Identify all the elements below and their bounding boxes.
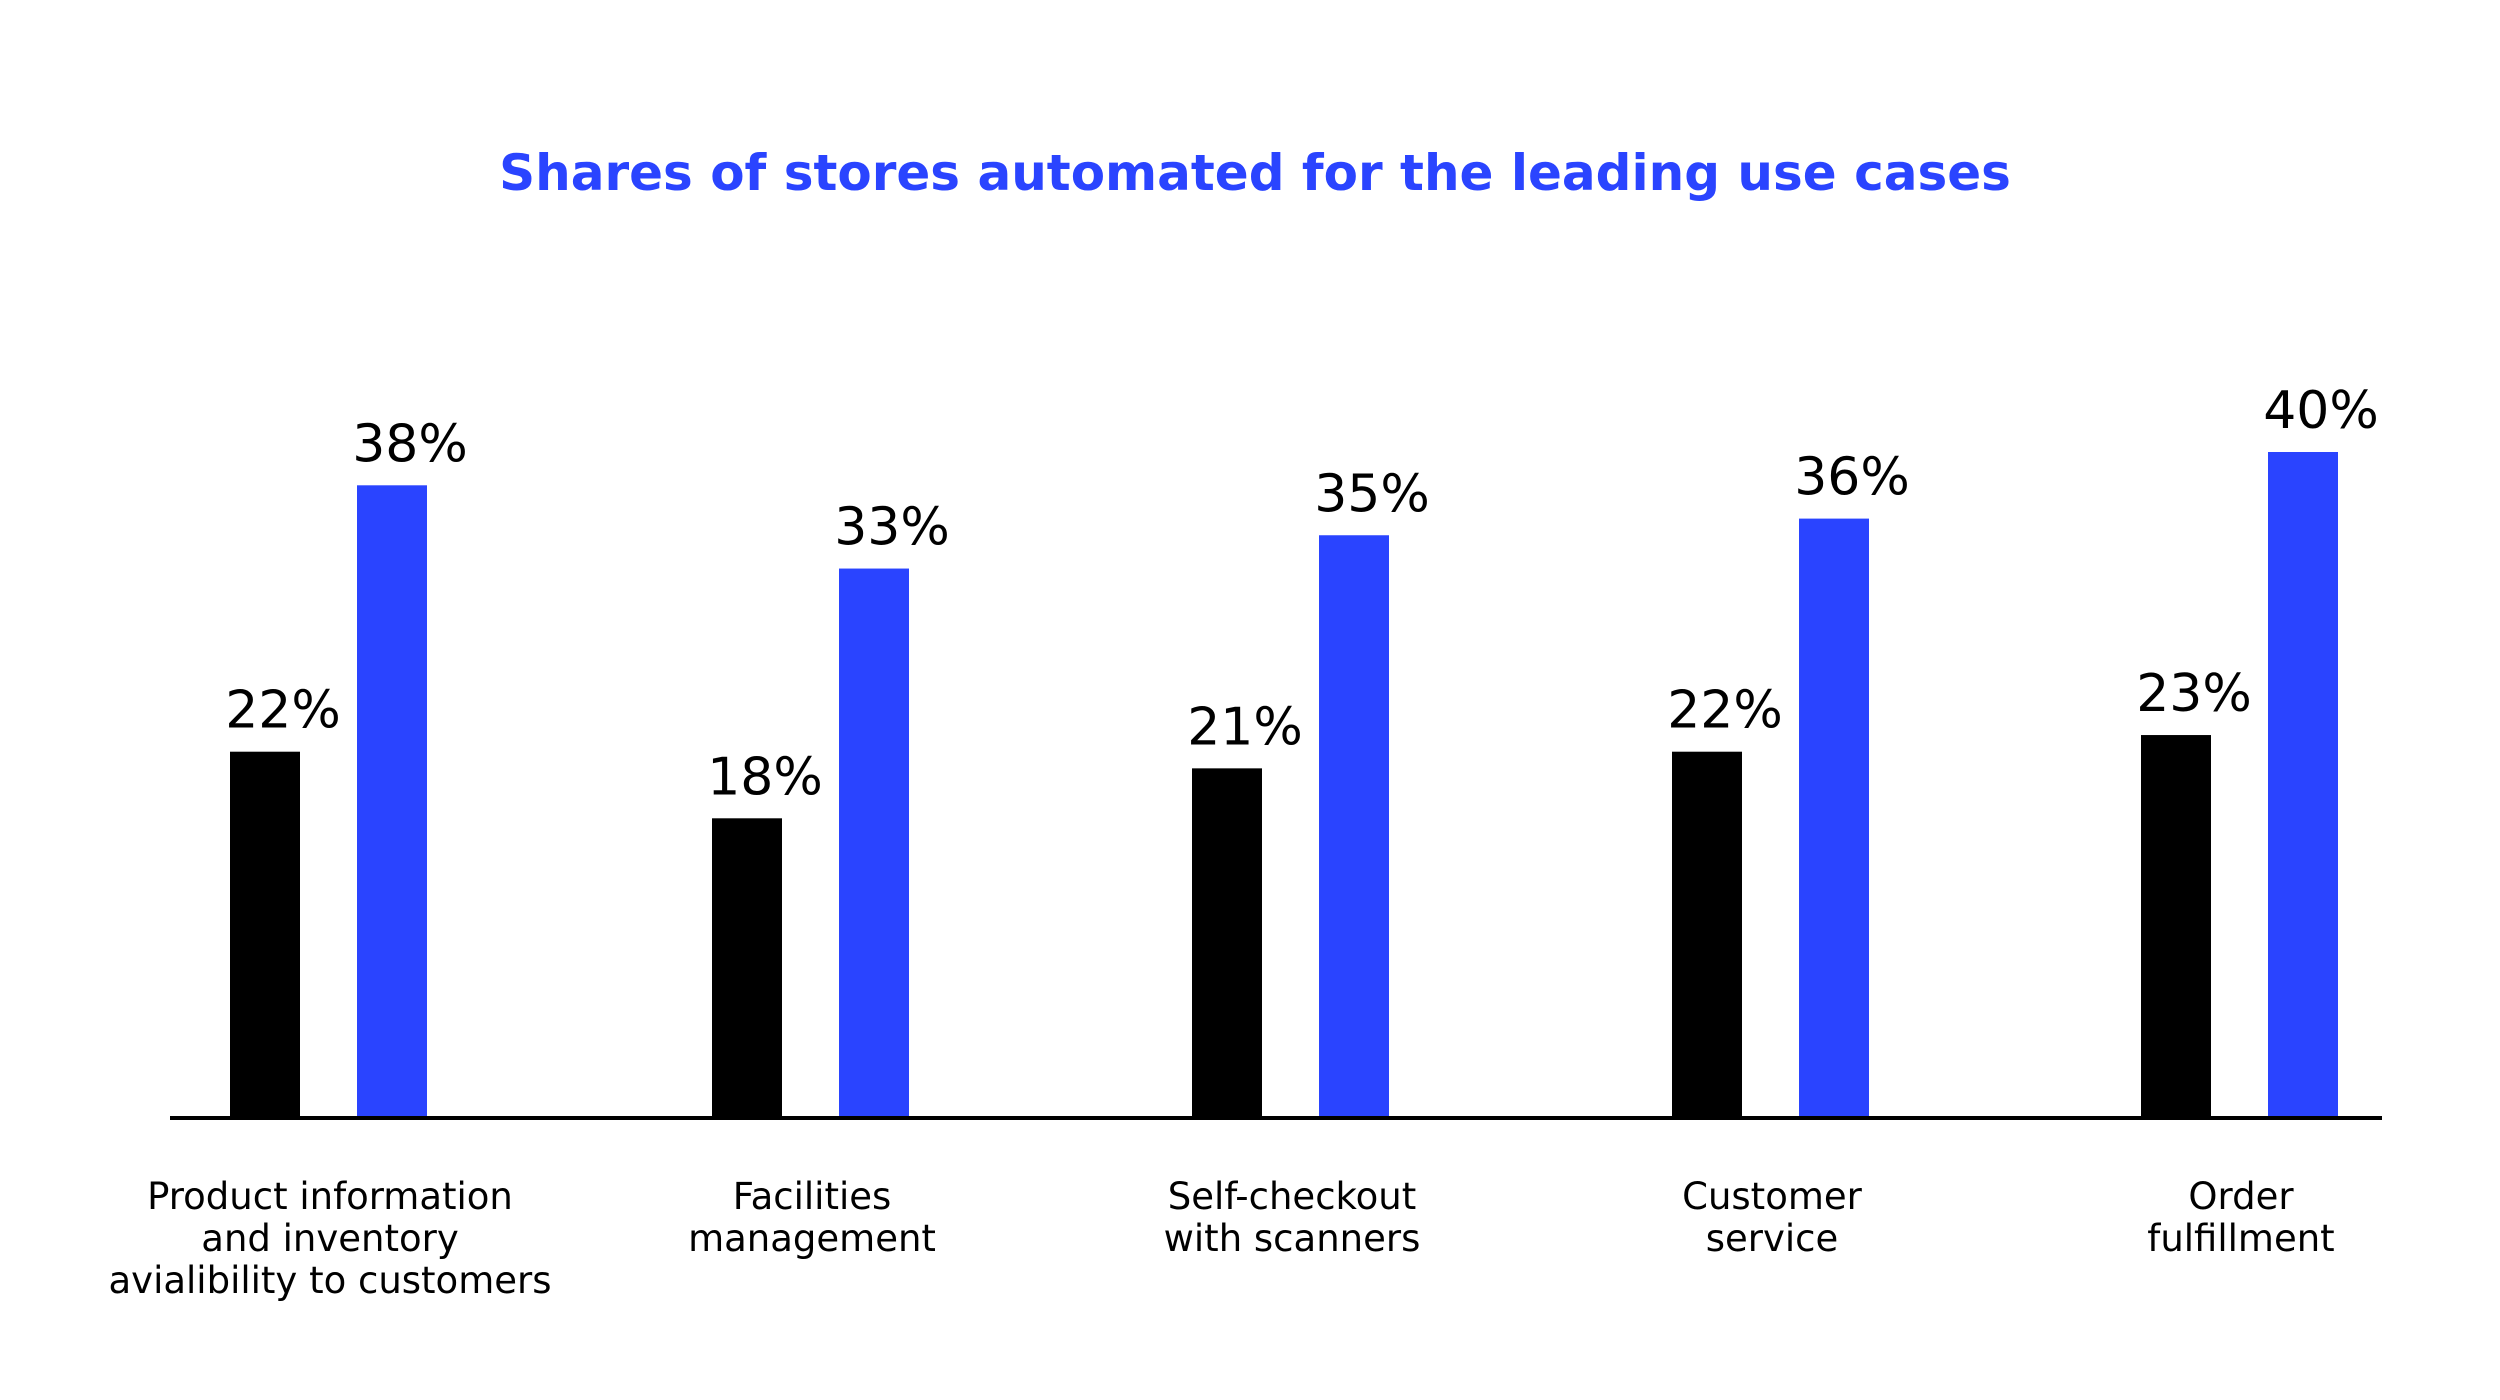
bars-layer [230,452,2338,1118]
value-label-series2-cat3: 35% [1314,464,1430,524]
category-label-1-line-1: Product information [147,1175,513,1218]
category-labels-layer: Product information and inventory avialibi… [109,1175,2335,1302]
category-label-4-line-2: service [1706,1217,1839,1260]
bar-series1-cat3 [1192,768,1262,1118]
category-label-2-line-2: management [688,1217,936,1260]
value-label-series1-cat3: 21% [1187,697,1303,757]
category-label-4: Customer service [1682,1175,1863,1260]
category-label-3-line-1: Self-checkout [1168,1175,1417,1218]
category-label-3-line-2: with scanners [1164,1217,1421,1260]
bar-series2-cat1 [357,485,427,1118]
category-label-4-line-1: Customer [1682,1175,1863,1218]
category-label-2-line-1: Facilities [733,1175,892,1218]
category-label-1-line-2: and inventory [201,1217,458,1260]
category-label-2: Facilities management [688,1175,936,1260]
value-label-series1-cat5: 23% [2136,664,2252,724]
value-label-series1-cat4: 22% [1667,681,1783,741]
bar-series2-cat5 [2268,452,2338,1118]
bar-series1-cat1 [230,751,300,1118]
bar-series1-cat4 [1672,751,1742,1118]
value-label-series2-cat2: 33% [834,498,950,558]
category-label-1-line-3: avialibility to customers [109,1259,552,1302]
chart-title: Shares of stores automated for the leadi… [499,144,2011,202]
bar-series1-cat5 [2141,735,2211,1118]
category-label-5-line-1: Order [2188,1175,2294,1218]
bar-series2-cat2 [839,568,909,1118]
bar-series1-cat2 [712,818,782,1118]
value-label-series2-cat4: 36% [1794,448,1910,508]
bar-series2-cat4 [1799,518,1869,1118]
category-label-1: Product information and inventory avialibi… [109,1175,552,1302]
value-label-series2-cat5: 40% [2263,381,2379,441]
value-label-series1-cat1: 22% [225,681,341,741]
value-label-series2-cat1: 38% [352,414,468,474]
bar-series2-cat3 [1319,535,1389,1118]
value-labels-layer: 22% 18% 21% 22% 23% 38% 33% 35% 36% 40% [225,381,2379,807]
category-label-5-line-2: fulfillment [2147,1217,2334,1260]
category-label-5: Order fulfillment [2147,1175,2334,1260]
category-label-3: Self-checkout with scanners [1164,1175,1421,1260]
value-label-series1-cat2: 18% [707,747,823,807]
